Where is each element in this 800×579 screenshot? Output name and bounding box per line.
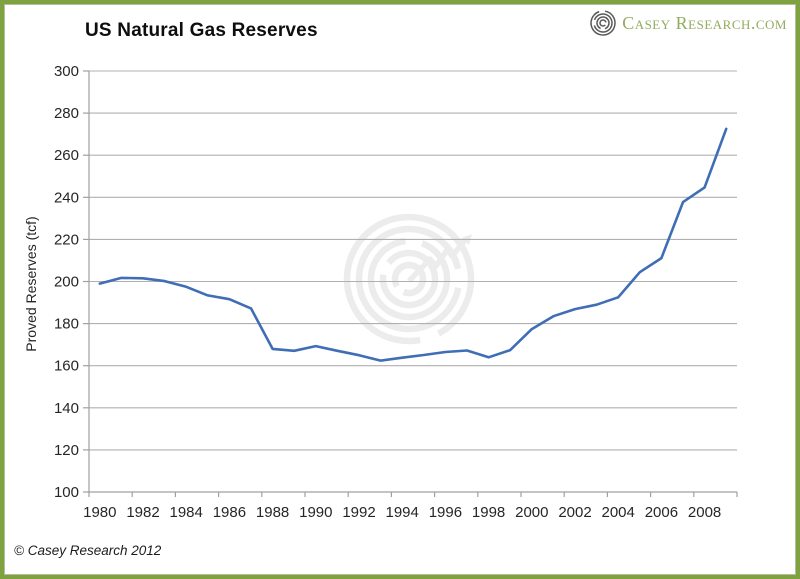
- chart-title: US Natural Gas Reserves: [85, 20, 318, 41]
- spiral-logo-icon: [590, 10, 616, 36]
- x-tick-label: 2002: [558, 504, 591, 521]
- y-tick-label: 280: [54, 105, 79, 122]
- x-axis-ticks: [88, 492, 738, 497]
- y-tick-label: 240: [54, 189, 79, 206]
- y-tick-label: 140: [54, 400, 79, 417]
- x-tick-label: 2004: [602, 504, 635, 521]
- y-tick-label: 160: [54, 358, 79, 375]
- y-tick-label: 220: [54, 231, 79, 248]
- x-axis-labels: 1980 1982 1984 1986 1988 1990 1992 1994 1996 1998…: [83, 504, 721, 521]
- x-tick-label: 1988: [256, 504, 289, 521]
- y-tick-label: 180: [54, 316, 79, 333]
- x-tick-label: 1992: [342, 504, 375, 521]
- y-axis-title: Proved Reserves (tcf): [23, 216, 39, 351]
- x-tick-label: 1996: [429, 504, 462, 521]
- x-tick-label: 1984: [170, 504, 203, 521]
- watermark-logo-icon: [343, 213, 475, 345]
- x-tick-label: 1990: [299, 504, 332, 521]
- y-axis-labels: 100 120 140 160 180 200 220 240 260 280 300: [54, 63, 79, 501]
- y-axis-ticks: [83, 70, 89, 493]
- y-tick-label: 100: [54, 484, 79, 501]
- x-tick-label: 2006: [645, 504, 678, 521]
- copyright-notice: © Casey Research 2012: [14, 543, 162, 558]
- x-tick-label: 1998: [472, 504, 505, 521]
- logo-text: Casey Research.com: [622, 12, 787, 33]
- x-tick-label: 1994: [386, 504, 419, 521]
- y-tick-label: 300: [54, 63, 79, 80]
- x-tick-label: 1986: [213, 504, 246, 521]
- gridlines: [89, 70, 737, 451]
- series-line-proved-reserves: [98, 127, 728, 362]
- y-tick-label: 200: [54, 274, 79, 291]
- casey-research-logo: Casey Research.com: [589, 9, 787, 37]
- x-tick-label: 1980: [83, 504, 116, 521]
- x-tick-label: 2008: [688, 504, 721, 521]
- y-tick-label: 120: [54, 442, 79, 459]
- x-tick-label: 1982: [126, 504, 159, 521]
- x-tick-label: 2000: [515, 504, 548, 521]
- y-tick-label: 260: [54, 147, 79, 164]
